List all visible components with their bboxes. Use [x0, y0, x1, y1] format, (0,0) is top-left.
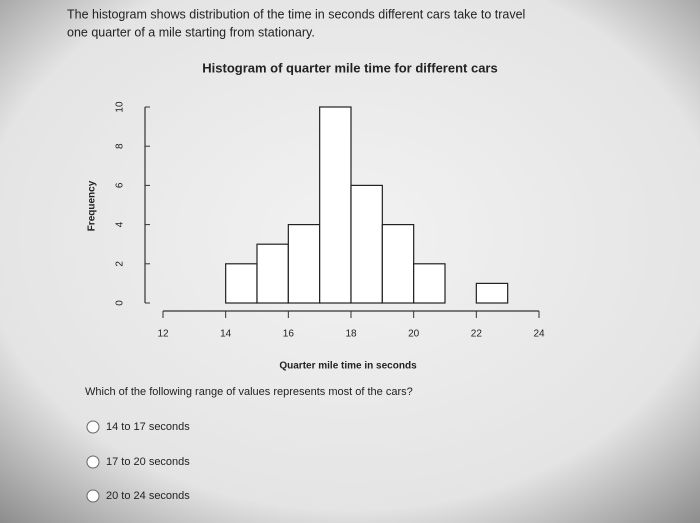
radio[interactable]	[86, 489, 100, 503]
x-tick-label: 18	[345, 329, 357, 340]
question: Which of the following range of values r…	[85, 386, 413, 398]
radio[interactable]	[86, 455, 100, 469]
x-tick-label: 24	[533, 329, 545, 340]
bar	[413, 263, 446, 304]
option-label[interactable]: 17 to 20 seconds	[106, 456, 190, 468]
y-tick-label: 4	[115, 221, 126, 227]
bar	[256, 243, 289, 304]
chart-title: Histogram of quarter mile time for diffe…	[202, 60, 497, 75]
y-tick-label: 6	[115, 182, 126, 188]
x-tick-label: 14	[220, 329, 232, 340]
intro-line: one quarter of a mile starting from stat…	[67, 25, 315, 39]
bar	[381, 224, 415, 304]
bar	[319, 106, 352, 304]
option[interactable]: 17 to 20 seconds	[86, 455, 190, 469]
y-tick-label: 8	[115, 143, 126, 149]
option-label[interactable]: 20 to 24 seconds	[106, 490, 190, 502]
bar	[475, 282, 509, 304]
y-tick-label: 0	[115, 300, 126, 306]
radio[interactable]	[86, 420, 100, 434]
x-tick-label: 16	[283, 329, 295, 340]
x-tick-label: 22	[471, 329, 483, 340]
intro-line: The histogram shows distribution of the …	[67, 7, 525, 21]
x-tick-label: 12	[157, 329, 169, 340]
y-tick-label: 2	[115, 261, 126, 267]
y-axis-label: Frequency	[87, 180, 98, 231]
option[interactable]: 20 to 24 seconds	[86, 489, 190, 503]
bar	[287, 224, 321, 304]
y-tick-label: 10	[115, 101, 126, 113]
option-label[interactable]: 14 to 17 seconds	[106, 421, 190, 433]
bar	[350, 184, 383, 304]
bar	[225, 263, 258, 304]
option[interactable]: 14 to 17 seconds	[86, 420, 190, 434]
x-tick-label: 20	[408, 329, 420, 340]
x-axis-label: Quarter mile time in seconds	[279, 361, 417, 372]
